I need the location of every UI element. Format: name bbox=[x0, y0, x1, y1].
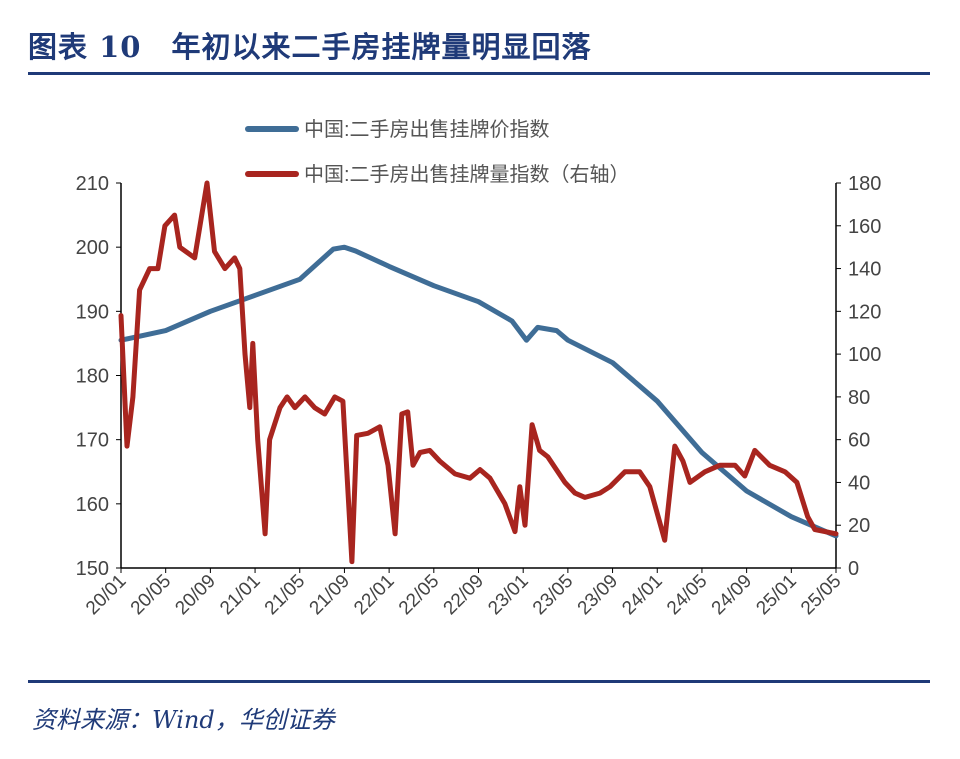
x-tick-label: 23/05 bbox=[529, 571, 577, 619]
left-tick-label: 210 bbox=[76, 173, 109, 195]
legend-label-price: 中国:二手房出售挂牌价指数 bbox=[304, 118, 550, 141]
source-note: 资料来源：Wind，华创证券 bbox=[32, 706, 335, 734]
left-tick-label: 180 bbox=[76, 366, 109, 388]
figure-title: 图表 10 年初以来二手房挂牌量明显回落 bbox=[28, 30, 592, 64]
x-tick-label: 23/01 bbox=[484, 571, 532, 619]
x-tick-label: 20/05 bbox=[127, 571, 175, 619]
left-tick-label: 160 bbox=[76, 494, 109, 516]
x-tick-label: 20/09 bbox=[171, 571, 219, 619]
x-tick-label: 21/01 bbox=[216, 571, 264, 619]
x-tick-label: 21/05 bbox=[261, 571, 309, 619]
right-tick-label: 160 bbox=[848, 216, 881, 238]
x-tick-label: 22/05 bbox=[395, 571, 443, 619]
volume-index-line bbox=[118, 180, 839, 565]
left-tick-label: 190 bbox=[76, 301, 109, 323]
right-tick-label: 40 bbox=[848, 472, 870, 494]
right-tick-label: 80 bbox=[848, 387, 870, 409]
x-tick-label: 22/09 bbox=[440, 571, 488, 619]
footer-rule bbox=[28, 680, 930, 683]
left-tick-label: 200 bbox=[76, 237, 109, 259]
x-tick-label: 24/05 bbox=[663, 571, 711, 619]
x-tick-label: 22/01 bbox=[350, 571, 398, 619]
right-tick-label: 60 bbox=[848, 430, 870, 452]
x-tick-label: 25/05 bbox=[797, 571, 845, 619]
x-tick-label: 23/09 bbox=[574, 571, 622, 619]
right-tick-label: 0 bbox=[848, 558, 859, 580]
left-tick-label: 170 bbox=[76, 430, 109, 452]
x-tick-label: 24/01 bbox=[618, 571, 666, 619]
x-tick-label: 24/09 bbox=[708, 571, 756, 619]
right-tick-label: 20 bbox=[848, 515, 870, 537]
price-index-line bbox=[118, 244, 839, 539]
legend: 中国:二手房出售挂牌价指数 中国:二手房出售挂牌量指数（右轴） bbox=[245, 118, 630, 186]
right-tick-label: 100 bbox=[848, 344, 881, 366]
right-tick-label: 180 bbox=[848, 173, 881, 195]
x-tick-label: 25/01 bbox=[752, 571, 800, 619]
legend-label-volume: 中国:二手房出售挂牌量指数（右轴） bbox=[304, 163, 630, 186]
right-tick-label: 140 bbox=[848, 259, 881, 281]
title-rule bbox=[28, 72, 930, 75]
left-tick-label: 150 bbox=[76, 558, 109, 580]
right-tick-label: 120 bbox=[848, 301, 881, 323]
x-tick-label: 21/09 bbox=[306, 571, 354, 619]
